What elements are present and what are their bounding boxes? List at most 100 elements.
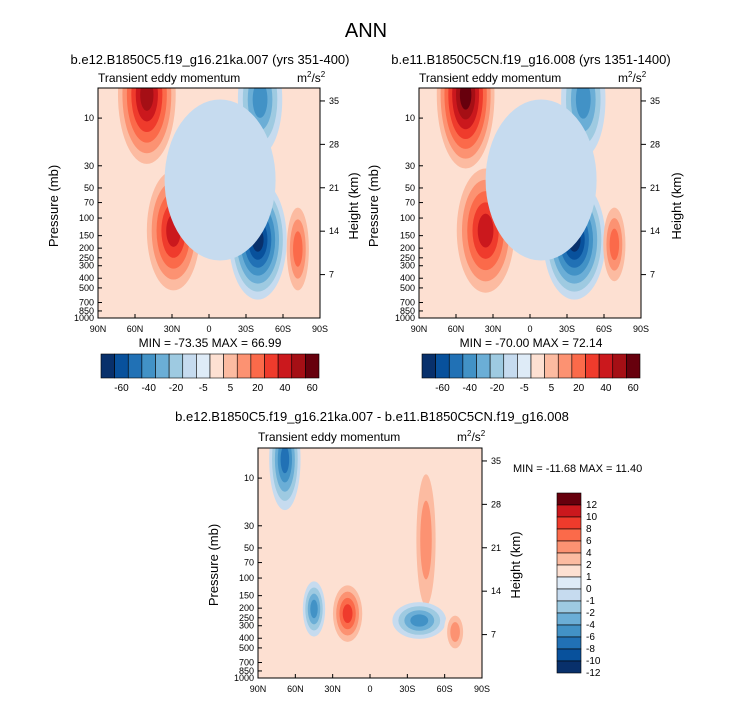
colorbar-swatch — [556, 648, 582, 662]
contour-fill — [450, 622, 460, 642]
stats-label: MIN = -11.68 MAX = 11.40 — [513, 463, 642, 475]
y2-tick-label: 21 — [329, 183, 339, 193]
y-tick-label: 250 — [400, 253, 415, 263]
colorbar-swatch — [556, 624, 582, 638]
plot-area: 90N 60N 30N 0 30S 60S 90S103050701001502002503… — [395, 87, 660, 334]
y-tick-label: 70 — [84, 198, 94, 208]
y-tick-label: 400 — [79, 273, 94, 283]
y-tick-label: 1000 — [234, 673, 254, 683]
x-tick-label: 60N — [287, 684, 304, 694]
y-tick-label: 100 — [400, 213, 415, 223]
colorbar-swatch — [571, 353, 586, 379]
colorbar-swatch — [556, 660, 582, 674]
y-tick-label: 850 — [79, 306, 94, 316]
colorbar-swatch — [503, 353, 518, 379]
colorbar-label: 40 — [279, 383, 291, 394]
x-tick-label: 90N — [411, 324, 428, 334]
colorbar-swatch — [556, 636, 582, 650]
plot-area: 90N 60N 30N 0 30S 60S 90S103050701001502002503… — [74, 87, 339, 334]
colorbar-swatch — [544, 353, 559, 379]
colorbar-label: -10 — [586, 656, 601, 667]
y-axis-label: Pressure (mb) — [46, 165, 61, 247]
x-tick-label: 30S — [399, 684, 415, 694]
x-tick-label: 60N — [448, 324, 465, 334]
panel-preindustrial: b.e11.B1850C5CN.f19_g16.008 (yrs 1351-14… — [366, 52, 684, 394]
contour-fill — [293, 231, 303, 267]
y-tick-label: 30 — [244, 521, 254, 531]
y-tick-label: 250 — [239, 613, 254, 623]
panel-title: b.e11.B1850C5CN.f19_g16.008 (yrs 1351-14… — [391, 52, 670, 67]
colorbar-swatch — [209, 353, 224, 379]
contour-fill — [140, 88, 154, 111]
y2-tick-label: 14 — [491, 586, 501, 596]
colorbar-label: 8 — [586, 524, 592, 535]
y2-tick-label: 21 — [650, 183, 660, 193]
y-tick-label: 700 — [400, 298, 415, 308]
colorbar-label: -40 — [141, 383, 156, 394]
colorbar-swatch — [100, 353, 115, 379]
colorbar-label: 4 — [586, 548, 592, 559]
colorbar-label: 5 — [549, 383, 555, 394]
colorbar-swatch — [556, 540, 582, 554]
panel-title: b.e12.B1850C5.f19_g16.21ka.007 - b.e11.B… — [175, 409, 569, 424]
colorbar-swatch — [598, 353, 614, 379]
contour-fill — [310, 599, 318, 619]
colorbar-swatch — [168, 353, 184, 379]
contour-fill — [420, 500, 432, 580]
colorbar-swatch — [264, 353, 279, 379]
panel-glacial: b.e12.B1850C5.f19_g16.21ka.007 (yrs 351-… — [46, 52, 361, 394]
y-tick-label: 150 — [79, 231, 94, 241]
y-tick-label: 50 — [405, 183, 415, 193]
plot-area: 90N 60N 30N 0 30S 60S 90S103050701001502002503… — [234, 447, 501, 694]
y-tick-label: 200 — [79, 243, 94, 253]
y-tick-label: 70 — [244, 558, 254, 568]
units-label: m2/s2 — [297, 70, 326, 85]
colorbar-swatch — [127, 353, 143, 379]
colorbar-swatch — [556, 612, 582, 626]
x-tick-label: 30N — [324, 684, 341, 694]
colorbar-label: 10 — [586, 512, 598, 523]
colorbar-swatch — [556, 516, 582, 530]
colorbar-label: -2 — [586, 608, 595, 619]
colorbar-label: -5 — [520, 383, 529, 394]
colorbar-swatch — [305, 353, 320, 379]
colorbar-swatch — [448, 353, 464, 379]
y2-tick-label: 35 — [329, 96, 339, 106]
colorbar-label: -12 — [586, 668, 601, 679]
figure-title: ANN — [345, 20, 387, 42]
colorbar-swatch — [277, 353, 293, 379]
colorbar-swatch — [462, 353, 477, 379]
contour-fill — [252, 88, 268, 118]
y-tick-label: 30 — [405, 161, 415, 171]
colorbar-swatch — [585, 353, 600, 379]
y2-tick-label: 35 — [650, 96, 660, 106]
contour-fill — [410, 614, 429, 627]
y-tick-label: 700 — [239, 658, 254, 668]
colorbar-swatch — [626, 353, 641, 379]
colorbar-swatch — [517, 353, 532, 379]
y2-tick-label: 28 — [491, 499, 501, 509]
colorbar-label: 60 — [628, 383, 640, 394]
colorbar-label: 5 — [228, 383, 234, 394]
colorbar-label: 20 — [252, 383, 264, 394]
stats-label: MIN = -73.35 MAX = 66.99 — [139, 336, 282, 350]
colorbar-label: 2 — [586, 560, 592, 571]
colorbar-swatch — [223, 353, 238, 379]
y-tick-label: 100 — [79, 213, 94, 223]
colorbar-label: 12 — [586, 500, 598, 511]
x-tick-label: 60S — [437, 684, 453, 694]
y-tick-label: 150 — [239, 591, 254, 601]
panel-subtitle: Transient eddy momentum — [258, 430, 400, 444]
colorbar-label: 60 — [307, 383, 319, 394]
colorbar-label: -4 — [586, 620, 595, 631]
colorbar-label: -20 — [490, 383, 505, 394]
y-tick-label: 300 — [79, 261, 94, 271]
y2-tick-label: 14 — [650, 226, 660, 236]
y-tick-label: 300 — [400, 261, 415, 271]
colorbar: -60 -40 -20 -5 5 20 40 60 — [100, 353, 320, 394]
y-tick-label: 200 — [239, 603, 254, 613]
colorbar-swatch — [114, 353, 129, 379]
x-tick-label: 60S — [596, 324, 612, 334]
